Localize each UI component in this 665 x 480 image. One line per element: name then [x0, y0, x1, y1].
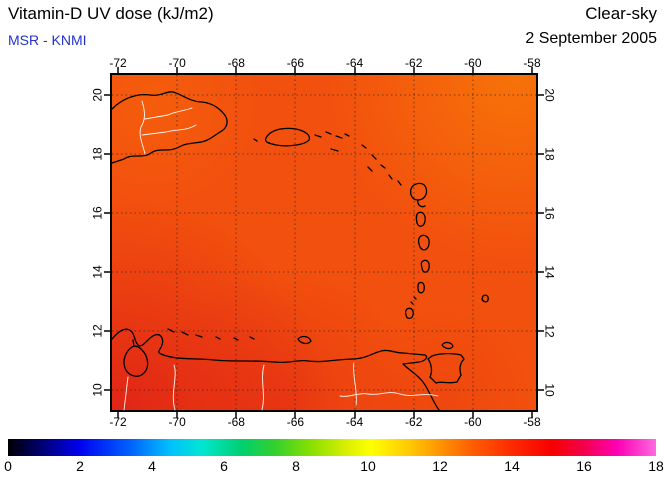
coast-st-lucia: [420, 259, 430, 273]
lat-tick: 20: [90, 88, 105, 102]
lat-axis-left: 20 18 16 14 12 10: [89, 80, 107, 405]
lat-tick: 18: [542, 147, 557, 161]
lat-tick: 16: [542, 206, 557, 220]
coast-grenadines: [410, 296, 417, 305]
coast-tobago: [441, 341, 454, 350]
lon-tick: -72: [109, 415, 127, 429]
lon-axis-bottom: -72 -70 -68 -66 -64 -62 -60 -58: [103, 415, 547, 429]
figure-source: MSR - KNMI: [8, 31, 87, 48]
colorbar-tick: 2: [76, 458, 84, 474]
coast-martinique: [417, 234, 430, 251]
colorbar-tick: 8: [292, 458, 300, 474]
lat-tick: 16: [90, 206, 105, 220]
coast-trinidad: [427, 352, 465, 384]
river-orinoco: [339, 392, 439, 397]
lon-tick: -62: [405, 56, 423, 70]
lat-tick: 10: [90, 383, 105, 397]
coast-margarita: [297, 335, 312, 345]
header-left: Vitamin-D UV dose (kJ/m2) MSR - KNMI: [8, 4, 214, 48]
border-haiti-dr: [139, 100, 146, 155]
colorbar-labels: 0 2 4 6 8 10 12 14 16 18: [0, 458, 665, 474]
graticule: [112, 75, 536, 410]
lon-tick: -66: [286, 415, 305, 429]
colorbar-tick: 6: [220, 458, 228, 474]
lon-tick: -60: [464, 56, 482, 70]
colorbar-tick: 10: [360, 458, 376, 474]
inland-borders: [123, 100, 439, 411]
frame-ticks: [104, 67, 544, 418]
lat-tick: 10: [542, 383, 557, 397]
lat-tick: 20: [542, 88, 557, 102]
lon-tick: -68: [227, 415, 245, 429]
colorbar-gradient: [8, 439, 656, 456]
coast-mona: [253, 138, 258, 142]
lon-tick: -60: [464, 415, 482, 429]
lat-tick: 14: [542, 265, 557, 279]
colorbar-tick: 0: [4, 458, 12, 474]
coastlines: [111, 91, 489, 411]
lat-tick: 12: [90, 324, 105, 338]
lon-axis-top: -72 -70 -68 -66 -64 -62 -60 -58: [103, 56, 547, 70]
lon-tick: -64: [345, 56, 364, 70]
coast-lake-maracaibo: [123, 339, 149, 377]
coast-dominica: [415, 211, 426, 227]
coast-barbados: [481, 294, 489, 303]
map-overlay: [104, 67, 544, 418]
colorbar-tick: 16: [576, 458, 592, 474]
lon-tick: -62: [405, 415, 423, 429]
coast-venezuela: [111, 328, 440, 411]
coast-grenada: [404, 307, 414, 320]
lon-tick: -72: [109, 56, 127, 70]
lon-tick: -58: [523, 56, 541, 70]
lat-tick: 14: [90, 265, 105, 279]
figure-title: Vitamin-D UV dose (kJ/m2): [8, 4, 214, 23]
figure-date: 2 September 2005: [525, 29, 657, 47]
header-right: Clear-sky 2 September 2005: [525, 4, 657, 48]
borders-venezuela: [123, 362, 357, 411]
lon-tick: -66: [286, 56, 305, 70]
figure-condition: Clear-sky: [585, 4, 657, 23]
coast-puerto-rico: [264, 127, 311, 147]
lon-tick: -70: [168, 56, 186, 70]
colorbar-tick: 12: [432, 458, 448, 474]
coast-hispaniola: [111, 91, 228, 164]
lon-tick: -58: [523, 415, 541, 429]
coast-guadeloupe: [410, 182, 428, 208]
map-frame: [104, 67, 544, 418]
colorbar-tick: 18: [648, 458, 664, 474]
lon-tick: -70: [168, 415, 186, 429]
borders-hispaniola: [141, 107, 197, 136]
colorbar-tick: 14: [504, 458, 520, 474]
uv-dose-field: [112, 75, 536, 410]
lon-tick: -68: [227, 56, 245, 70]
coast-abc-islands: [167, 328, 255, 341]
lon-tick: -64: [345, 415, 364, 429]
coast-st-vincent: [417, 281, 425, 294]
colorbar-tick: 4: [148, 458, 156, 474]
lat-axis-right: 20 18 16 14 12 10: [541, 80, 559, 405]
lat-tick: 18: [90, 147, 105, 161]
coast-virgin-islands: [314, 131, 350, 152]
coast-leeward-islands: [361, 144, 402, 186]
lat-tick: 12: [542, 324, 557, 338]
